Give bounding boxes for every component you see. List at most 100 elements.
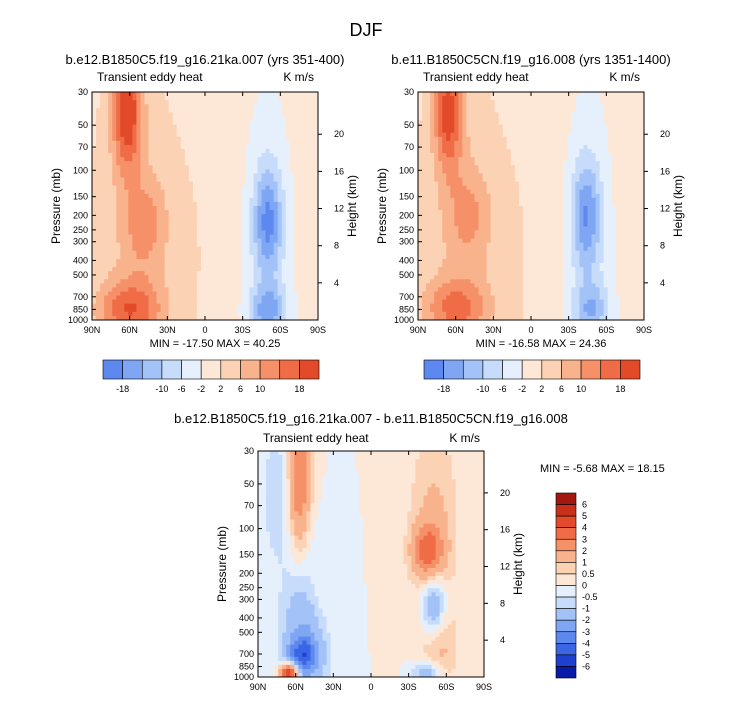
- heatmap-cell: [583, 100, 588, 105]
- heatmap-cell: [237, 133, 242, 138]
- heatmap-cell: [144, 108, 149, 113]
- heatmap-cell: [479, 190, 484, 195]
- heatmap-cell: [140, 173, 145, 178]
- heatmap-cell: [278, 194, 283, 199]
- heatmap-cell: [189, 178, 194, 183]
- heatmap-cell: [567, 169, 572, 174]
- heatmap-cell: [422, 210, 427, 215]
- heatmap-cell: [575, 190, 580, 195]
- heatmap-cell: [422, 121, 427, 126]
- heatmap-cell: [245, 251, 250, 256]
- heatmap-cell: [173, 100, 178, 105]
- heatmap-cell: [282, 198, 287, 203]
- heatmap-cell: [173, 92, 178, 97]
- heatmap-cell: [96, 161, 101, 166]
- heatmap-cell: [229, 108, 234, 113]
- heatmap-cell: [499, 121, 504, 126]
- heatmap-cell: [302, 149, 307, 154]
- heatmap-cell: [181, 92, 186, 97]
- heatmap-cell: [519, 165, 524, 170]
- heatmap-cell: [112, 287, 117, 292]
- heatmap-cell: [104, 141, 109, 146]
- heatmap-cell: [104, 226, 109, 231]
- heatmap-cell: [262, 300, 267, 305]
- heatmap-cell: [209, 218, 214, 223]
- heatmap-cell: [262, 271, 267, 276]
- heatmap-cell: [290, 96, 295, 101]
- heatmap-cell: [257, 165, 262, 170]
- heatmap-cell: [253, 149, 258, 154]
- heatmap-cell: [241, 247, 246, 252]
- heatmap-cell: [120, 173, 125, 178]
- heatmap-cell: [575, 178, 580, 183]
- heatmap-cell: [209, 206, 214, 211]
- heatmap-cell: [144, 145, 149, 150]
- heatmap-cell: [249, 292, 254, 297]
- heatmap-cell: [201, 255, 206, 260]
- heatmap-cell: [112, 137, 117, 142]
- heatmap-cell: [124, 133, 129, 138]
- heatmap-cell: [302, 271, 307, 276]
- heatmap-cell: [559, 194, 564, 199]
- heatmap-cell: [462, 104, 467, 109]
- heatmap-cell: [217, 259, 222, 264]
- heatmap-cell: [608, 198, 613, 203]
- heatmap-cell: [225, 304, 230, 309]
- heatmap-cell: [551, 165, 556, 170]
- heatmap-cell: [237, 267, 242, 272]
- heatmap-cell: [205, 198, 210, 203]
- heatmap-cell: [483, 121, 488, 126]
- heatmap-cell: [563, 190, 568, 195]
- heatmap-cell: [278, 222, 283, 227]
- heatmap-cell: [233, 182, 238, 187]
- heatmap-cell: [446, 108, 451, 113]
- heatmap-cell: [253, 129, 258, 134]
- heatmap-cell: [592, 92, 597, 97]
- heatmap-cell: [430, 173, 435, 178]
- heatmap-cell: [116, 92, 121, 97]
- heatmap-cell: [245, 178, 250, 183]
- heatmap-cell: [302, 300, 307, 305]
- heatmap-cell: [555, 153, 560, 158]
- heatmap-cell: [604, 194, 609, 199]
- heatmap-cell: [205, 222, 210, 227]
- heatmap-cell: [539, 125, 544, 130]
- heatmap-cell: [116, 251, 121, 256]
- heatmap-cell: [120, 198, 125, 203]
- heatmap-cell: [245, 308, 250, 313]
- heatmap-cell: [450, 112, 455, 117]
- heatmap-cell: [588, 149, 593, 154]
- heatmap-cell: [487, 153, 492, 158]
- heatmap-cell: [262, 133, 267, 138]
- heatmap-cell: [209, 133, 214, 138]
- heatmap-cell: [225, 161, 230, 166]
- heatmap-cell: [112, 157, 117, 162]
- heatmap-cell: [157, 235, 162, 240]
- heatmap-cell: [571, 104, 576, 109]
- heatmap-cell: [128, 125, 133, 130]
- heatmap-cell: [193, 173, 198, 178]
- heatmap-cell: [201, 292, 206, 297]
- heatmap-cell: [466, 161, 471, 166]
- heatmap-cell: [124, 186, 129, 191]
- heatmap-cell: [237, 259, 242, 264]
- heatmap-cell: [225, 121, 230, 126]
- heatmap-cell: [104, 267, 109, 272]
- heatmap-cell: [257, 259, 262, 264]
- heatmap-cell: [193, 226, 198, 231]
- heatmap-cell: [539, 182, 544, 187]
- heatmap-cell: [209, 247, 214, 252]
- heatmap-cell: [245, 145, 250, 150]
- heatmap-cell: [169, 296, 174, 301]
- heatmap-cell: [515, 165, 520, 170]
- heatmap-cell: [499, 141, 504, 146]
- heatmap-cell: [298, 230, 303, 235]
- heatmap-cell: [567, 153, 572, 158]
- heatmap-cell: [636, 165, 641, 170]
- heatmap-cell: [422, 218, 427, 223]
- panels-group: b.e12.B1850C5.f19_g16.21ka.007 (yrs 351-…: [49, 52, 685, 692]
- heatmap-cell: [592, 194, 597, 199]
- heatmap-cell: [205, 133, 210, 138]
- heatmap-cell: [302, 275, 307, 280]
- heatmap-cell: [100, 194, 105, 199]
